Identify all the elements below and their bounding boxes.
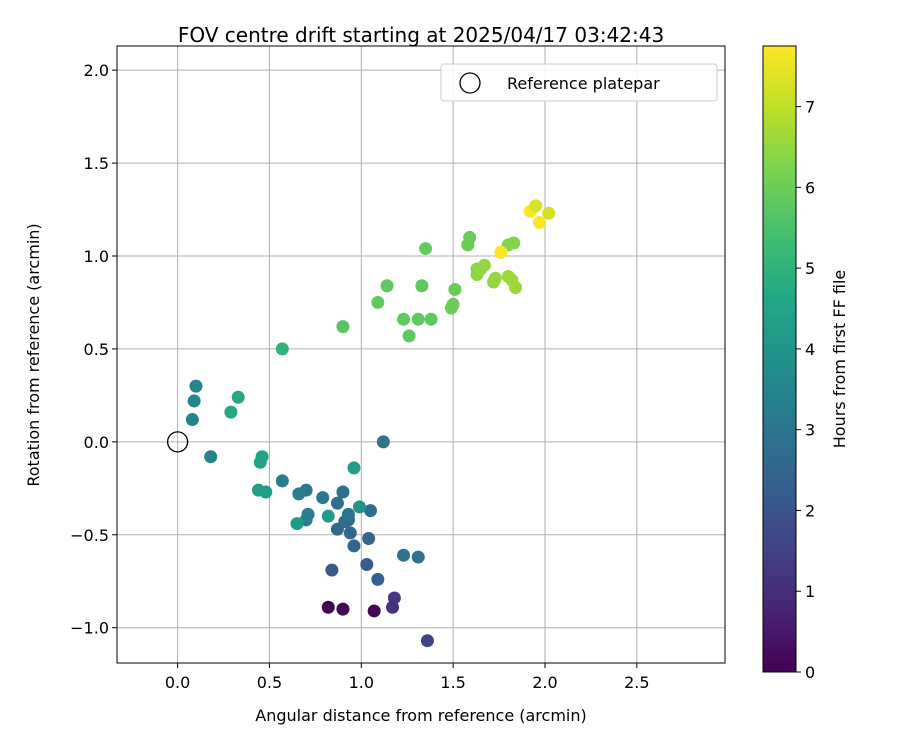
data-point — [224, 405, 238, 419]
data-point — [542, 206, 556, 220]
colorbar: 0 1 2 3 4 5 6 7 Hours from first FF file — [762, 45, 849, 682]
colorbar-ticks: 0 1 2 3 4 5 6 7 — [796, 98, 815, 682]
data-point — [204, 450, 218, 464]
x-tick-label: 0.0 — [165, 673, 190, 692]
colorbar-tick-label: 6 — [805, 178, 815, 197]
data-point — [275, 474, 289, 488]
legend-entry-reference-platepar: Reference platepar — [507, 74, 660, 93]
data-point — [386, 600, 400, 614]
data-point — [292, 487, 306, 501]
legend-box — [440, 63, 718, 102]
colorbar-tick-label: 0 — [805, 663, 815, 682]
colorbar-tick-label: 5 — [805, 259, 815, 278]
data-point — [347, 539, 361, 553]
data-point — [448, 282, 462, 296]
data-point — [494, 245, 508, 259]
data-point — [397, 312, 411, 326]
chart-title: FOV centre drift starting at 2025/04/17 … — [178, 23, 664, 47]
x-axis-label: Angular distance from reference (arcmin) — [255, 706, 586, 725]
grid — [117, 46, 725, 663]
data-point — [343, 526, 357, 540]
data-point — [362, 531, 376, 545]
data-point — [336, 320, 350, 334]
data-point — [259, 485, 273, 499]
colorbar-tick-label: 4 — [805, 340, 815, 359]
plot-frame — [116, 45, 726, 664]
x-axis-ticks: 0.0 0.5 1.0 1.5 2.0 2.5 — [165, 663, 650, 692]
colorbar-tick-label: 1 — [805, 582, 815, 601]
y-axis-label: Rotation from reference (arcmin) — [24, 223, 43, 486]
data-points — [185, 199, 556, 648]
data-point — [367, 604, 381, 618]
colorbar-tick-label: 2 — [805, 501, 815, 520]
data-point — [325, 563, 339, 577]
data-point — [187, 394, 201, 408]
data-point — [477, 258, 491, 272]
data-point — [507, 236, 521, 250]
x-tick-label: 1.5 — [440, 673, 465, 692]
data-point — [363, 504, 377, 518]
data-point — [529, 199, 543, 213]
y-axis-ticks: −1.0 −0.5 0.0 0.5 1.0 1.5 2.0 — [70, 61, 117, 638]
y-tick-label: 0.0 — [84, 433, 109, 452]
data-point — [290, 517, 304, 531]
data-point — [371, 295, 385, 309]
data-point — [380, 279, 394, 293]
data-point — [336, 485, 350, 499]
data-point — [402, 329, 416, 343]
data-point — [341, 507, 355, 521]
colorbar-gradient — [762, 45, 797, 673]
data-point — [255, 450, 269, 464]
x-tick-label: 2.0 — [532, 673, 557, 692]
y-tick-label: −1.0 — [70, 619, 109, 638]
legend: Reference platepar — [440, 63, 718, 102]
data-point — [415, 279, 429, 293]
data-point — [397, 548, 411, 562]
data-point — [336, 602, 350, 616]
colorbar-tick-label: 3 — [805, 421, 815, 440]
data-point — [509, 281, 523, 295]
y-tick-label: −0.5 — [70, 526, 109, 545]
y-tick-label: 1.0 — [84, 247, 109, 266]
colorbar-tick-label: 7 — [805, 98, 815, 117]
data-point — [316, 491, 330, 505]
data-point — [360, 558, 374, 572]
colorbar-label: Hours from first FF file — [830, 270, 849, 449]
data-point — [488, 271, 502, 285]
x-tick-label: 1.0 — [349, 673, 374, 692]
data-point — [376, 435, 390, 449]
data-point — [424, 312, 438, 326]
data-point — [446, 297, 460, 311]
data-point — [189, 379, 203, 393]
y-tick-label: 2.0 — [84, 61, 109, 80]
data-point — [419, 242, 433, 256]
y-tick-label: 1.5 — [84, 154, 109, 173]
y-tick-label: 0.5 — [84, 340, 109, 359]
data-point — [411, 550, 425, 564]
data-point — [275, 342, 289, 356]
data-point — [321, 600, 335, 614]
data-point — [347, 461, 361, 475]
reference-marker-group — [166, 431, 189, 453]
data-point — [463, 230, 477, 244]
legend-reference-marker — [459, 72, 481, 94]
data-point — [371, 572, 385, 586]
data-point — [321, 509, 335, 523]
x-tick-label: 0.5 — [257, 673, 282, 692]
data-point — [352, 500, 366, 514]
data-point — [532, 216, 546, 230]
reference-platepar-marker — [166, 431, 189, 453]
data-point — [330, 496, 344, 510]
x-tick-label: 2.5 — [624, 673, 649, 692]
data-point — [231, 390, 245, 404]
data-point — [411, 312, 425, 326]
data-point — [420, 634, 434, 648]
data-point — [185, 413, 199, 427]
